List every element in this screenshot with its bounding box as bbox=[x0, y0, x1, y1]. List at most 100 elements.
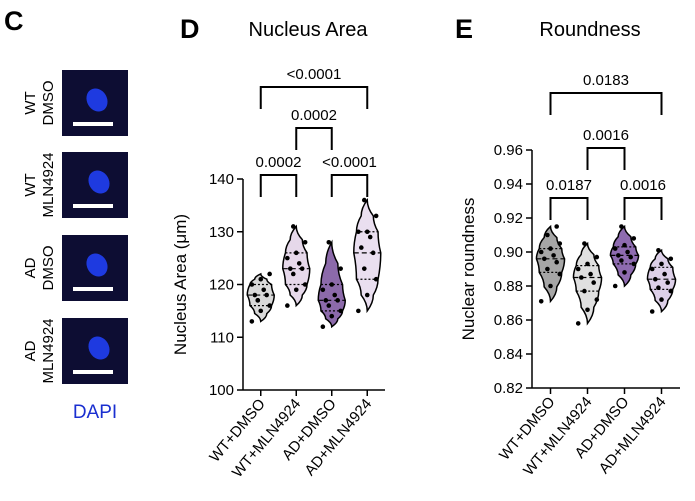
row-label: DMSO bbox=[40, 81, 57, 126]
chart-title: Roundness bbox=[539, 19, 640, 41]
p-value-label: 0.0016 bbox=[583, 127, 629, 144]
data-point bbox=[338, 308, 343, 314]
data-point bbox=[356, 308, 361, 314]
significance-bracket bbox=[259, 174, 298, 197]
data-point bbox=[538, 299, 544, 304]
y-tick-label: 120 bbox=[209, 277, 234, 294]
violin bbox=[535, 224, 566, 304]
p-value-label: <0.0001 bbox=[287, 66, 342, 83]
significance-bracket bbox=[586, 147, 626, 170]
data-point bbox=[373, 276, 379, 282]
data-point bbox=[612, 246, 618, 251]
data-point bbox=[594, 297, 600, 302]
data-point bbox=[326, 303, 332, 308]
data-point bbox=[249, 282, 255, 287]
row-label: AD bbox=[22, 257, 39, 278]
data-point bbox=[302, 240, 308, 245]
y-tick-label: 0.94 bbox=[494, 176, 523, 193]
data-point bbox=[668, 256, 674, 262]
data-point bbox=[288, 266, 293, 271]
data-point bbox=[293, 250, 299, 256]
y-tick-label: 0.90 bbox=[494, 244, 523, 261]
data-point bbox=[585, 307, 590, 313]
stain-label: DAPI bbox=[73, 402, 117, 423]
data-point bbox=[356, 229, 361, 235]
data-point bbox=[548, 246, 553, 251]
data-point bbox=[616, 253, 621, 258]
data-point bbox=[542, 256, 547, 262]
data-point bbox=[548, 283, 553, 289]
data-point bbox=[554, 259, 559, 265]
significance-bracket bbox=[549, 92, 663, 115]
data-point bbox=[364, 229, 370, 235]
y-axis-label: Nuclear roundness bbox=[459, 198, 478, 341]
significance-bracket bbox=[549, 197, 589, 220]
data-point bbox=[338, 266, 343, 271]
data-point bbox=[625, 249, 630, 255]
data-point bbox=[367, 234, 373, 240]
data-point bbox=[631, 236, 637, 241]
y-tick-label: 0.86 bbox=[494, 312, 523, 329]
row-label: WT bbox=[22, 173, 39, 196]
p-value-label: 0.0183 bbox=[583, 72, 629, 89]
data-point bbox=[659, 297, 664, 302]
data-point bbox=[557, 241, 563, 246]
p-value-label: 0.0187 bbox=[546, 177, 592, 194]
data-point bbox=[290, 224, 296, 229]
p-value-label: 0.0002 bbox=[291, 107, 337, 124]
y-tick-label: 110 bbox=[210, 329, 234, 346]
y-tick-label: 0.92 bbox=[494, 210, 523, 227]
y-axis-label: Nucleus Area (μm) bbox=[171, 214, 190, 355]
data-point bbox=[373, 213, 379, 219]
y-tick-label: 0.88 bbox=[494, 278, 523, 295]
data-point bbox=[582, 288, 587, 294]
data-point bbox=[612, 283, 618, 289]
data-point bbox=[302, 282, 308, 287]
p-value-label: <0.0001 bbox=[322, 154, 377, 171]
data-point bbox=[579, 275, 584, 280]
data-point bbox=[551, 253, 556, 258]
data-point bbox=[296, 261, 302, 266]
data-point bbox=[326, 240, 332, 245]
nucleus bbox=[86, 88, 108, 112]
data-point bbox=[252, 292, 258, 298]
significance-bracket bbox=[259, 86, 369, 109]
data-point bbox=[323, 298, 329, 303]
data-point bbox=[575, 266, 581, 272]
y-tick-label: 0.82 bbox=[494, 380, 523, 397]
data-point bbox=[267, 271, 272, 277]
data-point bbox=[335, 298, 340, 303]
p-value-label: 0.0002 bbox=[256, 154, 302, 171]
data-point bbox=[656, 248, 661, 253]
row-label: AD bbox=[22, 340, 39, 361]
nucleus bbox=[88, 336, 110, 360]
data-point bbox=[329, 282, 335, 287]
data-point bbox=[545, 232, 550, 238]
violin bbox=[609, 224, 640, 288]
data-point bbox=[320, 287, 326, 293]
data-point bbox=[267, 303, 272, 308]
data-point bbox=[557, 271, 563, 277]
data-point bbox=[554, 224, 559, 229]
data-point bbox=[264, 292, 269, 298]
data-point bbox=[575, 321, 581, 326]
data-point bbox=[665, 280, 670, 285]
x-tick-label: AD+MLN4924 bbox=[596, 394, 670, 477]
data-point bbox=[649, 266, 655, 272]
data-point bbox=[332, 292, 338, 298]
data-point bbox=[258, 276, 264, 282]
data-point bbox=[290, 271, 296, 277]
y-tick-label: 0.96 bbox=[494, 142, 523, 159]
y-tick-label: 130 bbox=[209, 224, 234, 241]
data-point bbox=[653, 276, 658, 282]
data-point bbox=[370, 250, 376, 256]
data-point bbox=[364, 292, 370, 298]
nucleus bbox=[86, 253, 108, 277]
data-point bbox=[293, 287, 299, 293]
nucleus bbox=[88, 170, 110, 194]
data-point bbox=[628, 254, 633, 260]
data-point bbox=[622, 242, 627, 248]
data-point bbox=[662, 271, 667, 277]
data-point bbox=[320, 324, 326, 330]
